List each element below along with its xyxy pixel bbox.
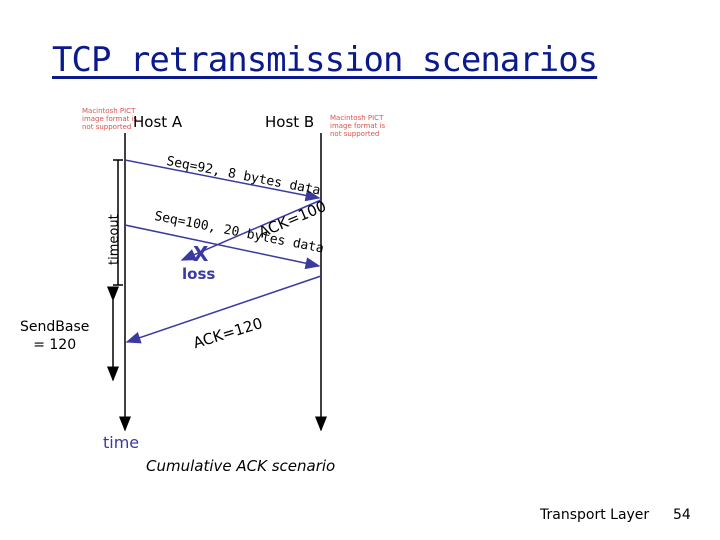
time-label: time [103,433,140,452]
slide-title: TCP retransmission scenarios [52,40,598,80]
ack120-arrow [125,275,322,344]
timeout-label: timeout [107,214,122,265]
seq92-arrow [124,159,321,202]
footer-course: Transport Layer [540,507,650,523]
host-b-image-placeholder: Macintosh PICT image format is not suppo… [330,114,386,138]
scenario-caption: Cumulative ACK scenario [146,457,336,475]
sendbase-line1: SendBase [20,319,90,335]
ack100-arrow [180,199,322,261]
page-number: 54 [673,507,691,523]
sendbase-label: SendBase = 120 [20,318,89,354]
sendbase-line2: = 120 [33,337,77,353]
loss-label: loss [182,265,216,283]
seq100-arrow [124,224,321,270]
host-b-label: Host B [265,113,315,131]
loss-x-mark: X [193,242,209,266]
host-a-label: Host A [133,113,183,131]
host-a-image-placeholder: Macintosh PICT image format is not suppo… [82,107,138,131]
